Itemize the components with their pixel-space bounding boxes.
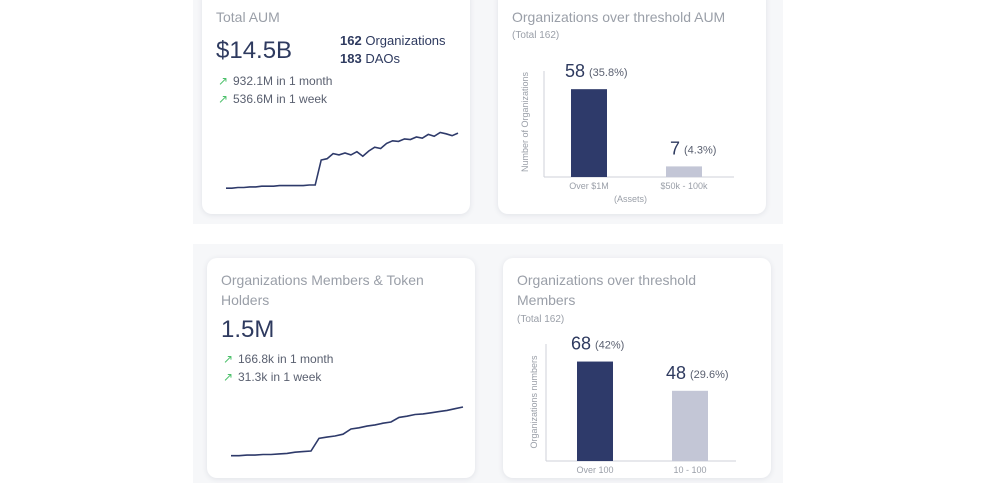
trend-month-text: 932.1M in 1 month: [233, 74, 333, 88]
x-tick-label: $50k - 100k: [660, 181, 708, 191]
members-card: Organizations Members & Token Holders 1.…: [207, 258, 475, 478]
trend-week: ↗ 31.3k in 1 week: [223, 370, 321, 384]
bar: [666, 166, 702, 177]
trend-week-text: 31.3k in 1 week: [238, 370, 322, 384]
bar-percent-label: (29.6%): [690, 369, 729, 381]
aum-threshold-bar-chart: Number of Organizations 58 (35.8%) Over $1M…: [520, 61, 734, 204]
trend-week-text: 536.6M in 1 week: [233, 92, 328, 106]
total-aum-value: $14.5B: [216, 37, 293, 64]
bar-value-label: 48: [666, 363, 686, 383]
aum-sparkline: [226, 131, 459, 189]
organizations-count-label: Organizations: [365, 33, 446, 48]
bar-percent-label: (4.3%): [684, 144, 716, 156]
x-tick-label: 10 - 100: [673, 465, 706, 475]
trend-month-text: 166.8k in 1 month: [238, 352, 334, 366]
card-subtitle: (Total 162): [517, 314, 565, 325]
bar-value-label: 58: [565, 61, 585, 81]
sparkline-path: [226, 131, 459, 189]
organizations-count-number: 162: [340, 33, 362, 48]
card-title: Organizations over threshold AUM: [512, 9, 726, 25]
trend-week: ↗ 536.6M in 1 week: [218, 92, 327, 106]
y-axis-label: Organizations numbers: [529, 355, 539, 449]
bar-value-label: 7: [670, 138, 680, 158]
bar: [571, 89, 607, 177]
daos-count-label: DAOs: [365, 51, 400, 66]
bar: [672, 390, 708, 461]
bar: [577, 361, 613, 461]
card-title: Total AUM: [216, 9, 280, 25]
members-sparkline: [231, 406, 464, 457]
trend-month: ↗ 932.1M in 1 month: [218, 74, 332, 88]
x-axis-label: (Assets): [614, 194, 647, 204]
card-subtitle: (Total 162): [512, 30, 560, 41]
trend-up-icon: ↗: [218, 92, 229, 106]
daos-count: 183 DAOs: [340, 50, 400, 68]
organizations-count: 162 Organizations: [340, 32, 446, 50]
x-tick-label: Over $1M: [569, 181, 609, 191]
sparkline-path: [231, 406, 464, 457]
bar-value-label: 68: [571, 334, 591, 354]
members-threshold-bar-chart: Organizations numbers 68 (42%) Over 100 48 (2…: [529, 334, 736, 475]
trend-up-icon: ↗: [223, 352, 234, 366]
aum-threshold-card: Organizations over threshold AUM (Total …: [498, 0, 766, 214]
members-value: 1.5M: [221, 316, 275, 343]
trend-up-icon: ↗: [223, 370, 234, 384]
members-threshold-card: Organizations over threshold Members (To…: [503, 258, 771, 478]
card-title: Organizations over threshold Members: [517, 272, 696, 308]
bar-percent-label: (35.8%): [589, 67, 628, 79]
total-aum-card: Total AUM $14.5B 162 Organizations 183 D…: [202, 0, 470, 214]
bar-percent-label: (42%): [595, 340, 624, 352]
trend-up-icon: ↗: [218, 74, 229, 88]
y-axis-label: Number of Organizations: [520, 71, 530, 172]
x-tick-label: Over 100: [576, 465, 613, 475]
daos-count-number: 183: [340, 51, 362, 66]
trend-month: ↗ 166.8k in 1 month: [223, 352, 333, 366]
card-title: Organizations Members & Token Holders: [221, 272, 424, 308]
